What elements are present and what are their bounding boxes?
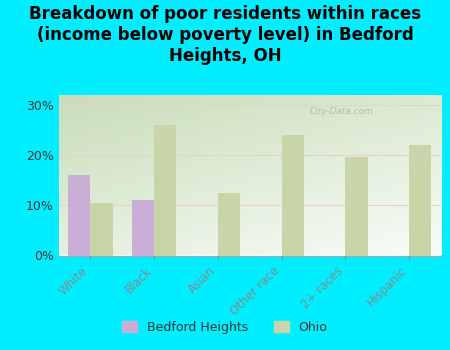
Bar (346, 158, 368, 256)
Legend: Bedford Heights, Ohio: Bedford Heights, Ohio (116, 315, 334, 340)
Bar (282, 135, 304, 256)
Bar (68, 175, 90, 256)
Text: Breakdown of poor residents within races
(income below poverty level) in Bedford: Breakdown of poor residents within races… (29, 5, 421, 65)
Bar (132, 200, 154, 256)
Bar (154, 125, 176, 256)
Bar (218, 193, 240, 256)
Text: City-Data.com: City-Data.com (310, 107, 374, 117)
Bar (409, 145, 432, 256)
Bar (90, 203, 112, 256)
